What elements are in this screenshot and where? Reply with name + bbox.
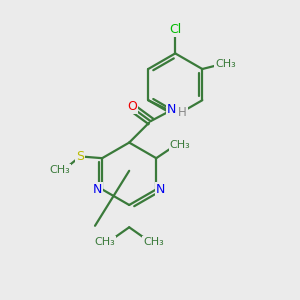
Text: Cl: Cl [169,22,182,35]
Text: N: N [156,183,165,196]
Text: CH₃: CH₃ [215,59,236,69]
Text: N: N [93,183,102,196]
Text: N: N [167,103,176,116]
Text: CH₃: CH₃ [94,237,115,247]
Text: CH₃: CH₃ [143,237,164,247]
Text: CH₃: CH₃ [49,165,70,175]
Text: O: O [127,100,137,113]
Text: S: S [76,150,84,163]
Text: H: H [178,106,187,119]
Text: CH₃: CH₃ [169,140,190,150]
